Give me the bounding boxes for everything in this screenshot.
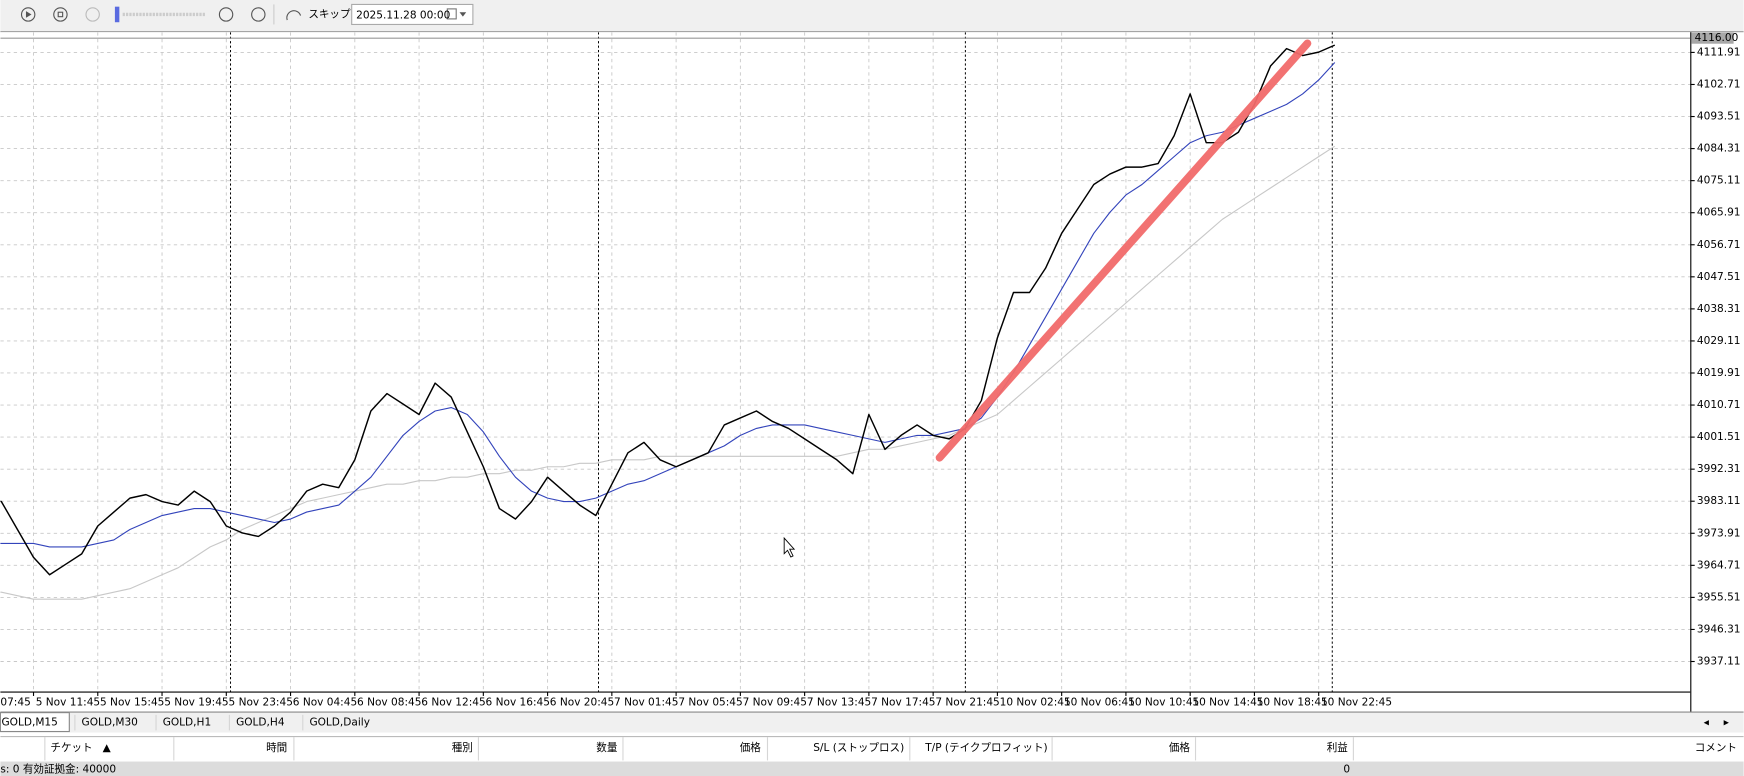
moving-average [0, 62, 1336, 548]
chart-tab[interactable]: GOLD,M30 [82, 717, 139, 729]
column-header[interactable]: 利益 [1327, 741, 1349, 754]
y-tick-label: 3955.51 [1697, 591, 1741, 603]
column-header[interactable]: 数量 [596, 741, 618, 754]
y-tick-label: 4056.71 [1697, 239, 1741, 251]
status-text: s: 0 有効証拠金: 40000 [0, 762, 116, 775]
date-value[interactable]: 2025.11.28 00:00 [356, 10, 450, 22]
x-tick-label: 10 Nov 02:45 [1000, 697, 1071, 709]
rewind-button[interactable] [85, 7, 100, 22]
x-tick-label: 5 Nov 11:45 [36, 697, 100, 709]
chart-tab[interactable]: GOLD,H4 [236, 717, 285, 729]
y-tick-label: 4019.91 [1697, 367, 1741, 379]
x-tick-label: 5 Nov 15:45 [100, 697, 164, 709]
current-price-label: 4116.00 [1695, 32, 1739, 44]
x-tick-label: 5 Nov 19:45 [164, 697, 228, 709]
price-line [0, 44, 1336, 576]
x-tick-label: 7 Nov 01:45 [614, 697, 678, 709]
y-tick-label: 4038.31 [1697, 303, 1741, 315]
x-tick-label: 7 Nov 09:45 [743, 697, 807, 709]
x-tick-label: 6 Nov 20:45 [550, 697, 614, 709]
toolbar [0, 0, 1744, 32]
column-header[interactable]: コメント [1695, 742, 1737, 754]
trend-line [935, 39, 1312, 462]
y-tick-label: 3946.31 [1697, 623, 1741, 635]
sort-marker: ▲ [103, 742, 112, 754]
column-header[interactable]: T/P (テイクプロフィット) [924, 742, 1047, 754]
plot-area [0, 32, 1691, 692]
y-tick-label: 4075.11 [1697, 175, 1741, 187]
mouse-cursor [783, 536, 796, 558]
y-tick-label: 4084.31 [1697, 143, 1741, 155]
x-tick-label: 07:45 [0, 697, 30, 709]
chart-tab[interactable]: GOLD,Daily [309, 717, 370, 729]
moving-average [0, 145, 1336, 600]
tab-bar [0, 711, 1744, 733]
chart-tab[interactable]: GOLD,H1 [163, 717, 211, 729]
pause-button[interactable] [53, 7, 68, 22]
slider-handle[interactable] [114, 6, 120, 23]
x-tick-label: 5 Nov 23:45 [229, 697, 293, 709]
column-header[interactable]: チケット [50, 742, 92, 754]
terminal-header [0, 732, 1744, 762]
play-button[interactable] [20, 7, 36, 22]
skip-icon[interactable] [286, 10, 302, 21]
x-tick-label: 6 Nov 12:45 [421, 697, 485, 709]
y-tick-label: 3937.11 [1697, 656, 1741, 668]
status-row [0, 761, 1744, 776]
column-header[interactable]: 時間 [266, 742, 287, 754]
profit-total: 0 [1343, 763, 1350, 775]
y-tick-label: 4047.51 [1697, 271, 1741, 283]
tab-scroll-left[interactable]: ◂ [1704, 717, 1710, 729]
x-tick-label: 10 Nov 22:45 [1321, 697, 1392, 709]
x-tick-label: 10 Nov 14:45 [1192, 697, 1263, 709]
y-tick-label: 3973.91 [1697, 527, 1741, 539]
y-tick-label: 4010.71 [1697, 399, 1741, 411]
column-header[interactable]: S/L (ストップロス) [813, 742, 904, 754]
x-tick-label: 10 Nov 06:45 [1064, 697, 1135, 709]
x-tick-label: 7 Nov 21:45 [935, 697, 999, 709]
y-tick-label: 4029.11 [1697, 335, 1741, 347]
y-tick-label: 4065.91 [1697, 207, 1741, 219]
active-tab[interactable] [0, 712, 70, 733]
x-tick-label: 6 Nov 16:45 [486, 697, 550, 709]
y-tick-label: 3992.31 [1697, 463, 1741, 475]
y-tick-label: 3983.11 [1697, 495, 1741, 507]
chart-tab[interactable]: GOLD,M15 [2, 717, 58, 729]
x-tick-label: 6 Nov 08:45 [357, 697, 421, 709]
column-header[interactable]: 価格 [740, 741, 762, 754]
column-header[interactable]: 価格 [1169, 741, 1191, 754]
skip-end-button[interactable] [251, 7, 266, 22]
y-tick-label: 3964.71 [1697, 559, 1741, 571]
skip-label[interactable]: スキップ [308, 8, 351, 20]
x-tick-label: 6 Nov 04:45 [293, 697, 357, 709]
x-tick-label: 10 Nov 18:45 [1257, 697, 1328, 709]
tab-scroll-right[interactable]: ▸ [1724, 717, 1730, 729]
y-tick-label: 4102.71 [1697, 78, 1741, 90]
current-price-box [1691, 32, 1734, 44]
x-tick-label: 7 Nov 05:45 [678, 697, 742, 709]
x-tick-label: 7 Nov 17:45 [871, 697, 935, 709]
date-box[interactable] [351, 3, 474, 26]
column-header[interactable]: 種別 [452, 741, 473, 754]
step-button[interactable] [218, 7, 234, 22]
y-tick-label: 4093.51 [1697, 111, 1741, 123]
x-tick-label: 10 Nov 10:45 [1128, 697, 1199, 709]
x-tick-label: 7 Nov 13:45 [807, 697, 871, 709]
y-tick-label: 4001.51 [1697, 431, 1741, 443]
y-tick-label: 4111.91 [1697, 46, 1741, 58]
